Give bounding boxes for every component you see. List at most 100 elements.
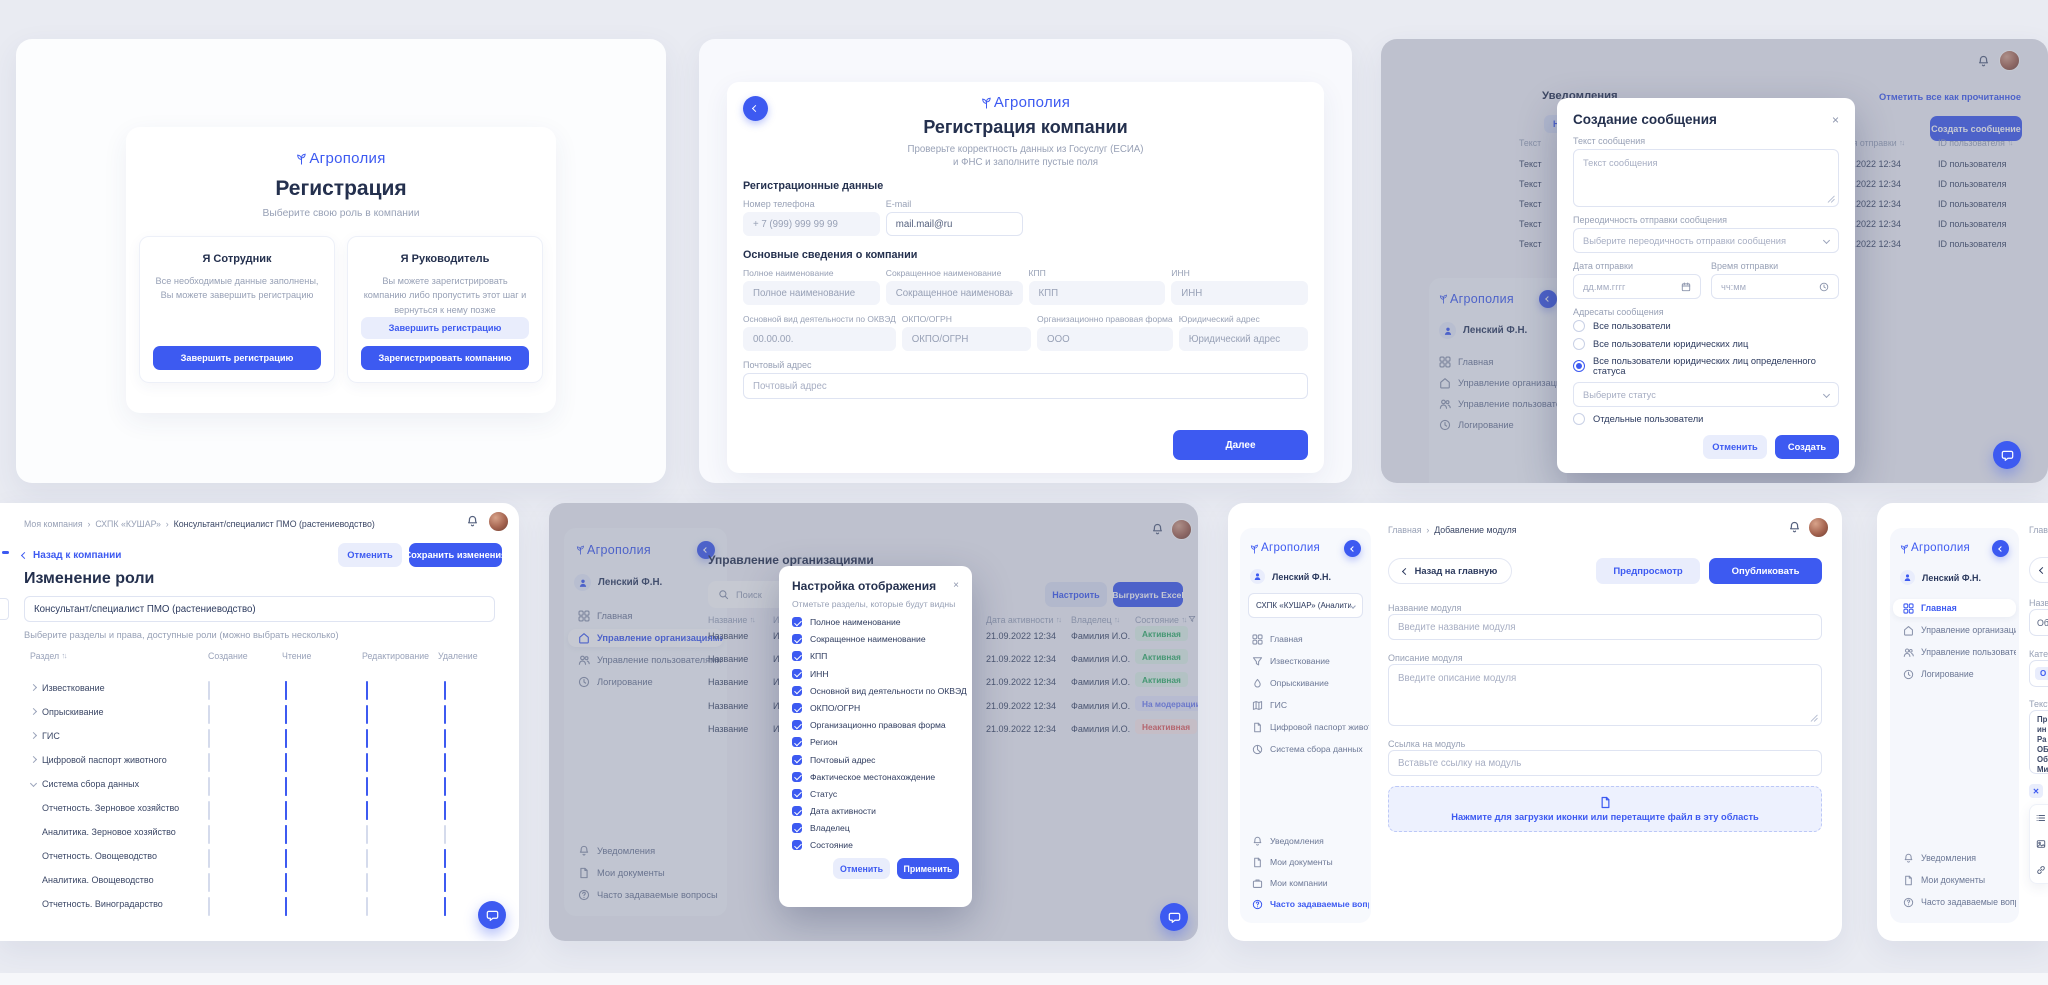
sidebar-item-notifications[interactable]: Уведомления (1893, 849, 2016, 867)
editor-image-icon[interactable] (2036, 839, 2046, 849)
display-option[interactable]: Основной вид деятельности по ОКВЭД (792, 685, 967, 696)
textarea-fragment[interactable]: Пр ин Ра ОБ Об Ми (2029, 710, 2048, 774)
checkbox-create[interactable] (208, 681, 210, 700)
sidebar-item-home[interactable]: Главная (1242, 630, 1369, 648)
table-row[interactable]: Система сбора данных (0, 774, 519, 796)
checkbox-create[interactable] (208, 825, 210, 844)
back-button[interactable] (743, 96, 768, 121)
display-option[interactable]: Сокращенное наименование (792, 634, 959, 645)
collapse-sidebar-button[interactable] (1344, 540, 1361, 557)
display-option[interactable]: ИНН (792, 668, 959, 679)
column-header-name[interactable]: Название ↑↓ (708, 615, 756, 625)
checkbox-edit[interactable] (366, 825, 368, 844)
checkbox-create[interactable] (208, 777, 210, 796)
legal-form-field[interactable] (1037, 327, 1173, 351)
checkbox-edit[interactable] (366, 873, 368, 892)
chat-fab[interactable] (1160, 903, 1188, 931)
phone-field[interactable] (743, 212, 880, 236)
column-header-section[interactable]: Раздел ↑↓ (30, 651, 67, 661)
radio-option[interactable]: Отдельные пользователи (1573, 413, 1839, 425)
checkbox-read[interactable] (285, 825, 287, 844)
full-name-field[interactable] (743, 281, 880, 305)
bell-icon[interactable] (1977, 55, 1990, 68)
display-option[interactable]: Почтовый адрес (792, 754, 959, 765)
checkbox-read[interactable] (285, 897, 287, 916)
checkbox-delete[interactable] (444, 753, 446, 772)
org-row-name[interactable]: Название (708, 631, 749, 641)
input-fragment[interactable]: Объ (2029, 609, 2048, 636)
checkbox-read[interactable] (285, 681, 287, 700)
role-card-employee[interactable]: Я Сотрудник Все необходимые данные запол… (139, 236, 335, 383)
checkbox-read[interactable] (285, 849, 287, 868)
checkbox-delete[interactable] (444, 681, 446, 700)
checkbox-create[interactable] (208, 801, 210, 820)
register-company-button[interactable]: Зарегистрировать компанию (361, 345, 529, 370)
display-option[interactable]: Владелец (792, 823, 959, 834)
table-row[interactable]: Текст (1519, 179, 1542, 189)
checkbox-edit[interactable] (366, 705, 368, 724)
message-text-area[interactable] (1573, 149, 1839, 207)
breadcrumb[interactable]: Главная › Добавление модуля (1388, 525, 1517, 535)
checkbox-delete[interactable] (444, 873, 446, 892)
checkbox-read[interactable] (285, 777, 287, 796)
radio-option[interactable]: Все пользователи юридических лиц определ… (1573, 356, 1839, 376)
sidebar-item-liming[interactable]: Известкование (1242, 652, 1369, 670)
okved-field[interactable] (743, 327, 896, 351)
sidebar-item-documents[interactable]: Мои документы (568, 864, 723, 882)
company-select[interactable]: СХПК «КУШАР» (Аналитик) (1248, 593, 1363, 618)
configure-button[interactable]: Настроить (1045, 582, 1107, 607)
column-header-owner[interactable]: Владелец ↑↓ (1071, 615, 1120, 625)
checkbox-delete[interactable] (444, 897, 446, 916)
avatar[interactable] (1171, 519, 1192, 540)
org-row-name[interactable]: Название (708, 654, 749, 664)
avatar[interactable] (488, 511, 509, 532)
sidebar-item-gis[interactable]: ГИС (1242, 696, 1369, 714)
column-header-text[interactable]: Текст (1519, 138, 1542, 148)
short-name-field[interactable] (885, 281, 1023, 305)
sidebar-item-notifications[interactable]: Уведомления (568, 842, 723, 860)
module-link-field[interactable] (1388, 750, 1822, 776)
checkbox-read[interactable] (285, 753, 287, 772)
table-row[interactable]: Отчетность. Овощеводство (0, 846, 519, 868)
role-name-field[interactable] (24, 596, 495, 622)
sidebar-item-home[interactable]: Главная (568, 607, 723, 625)
send-date-input[interactable]: дд.мм.гггг (1573, 274, 1701, 299)
apply-button[interactable]: Применить (897, 858, 959, 880)
send-time-input[interactable]: чч:мм (1711, 274, 1839, 299)
cancel-button[interactable]: Отменить (833, 858, 890, 880)
user-profile[interactable]: Ленский Ф.Н. (564, 574, 727, 591)
checkbox-edit[interactable] (366, 801, 368, 820)
column-header-date[interactable]: Дата активности ↑↓ (986, 615, 1062, 625)
category-box-fragment[interactable]: О (2029, 660, 2048, 687)
bell-icon[interactable] (466, 515, 479, 528)
cancel-button[interactable]: Отменить (1703, 435, 1767, 459)
period-select[interactable]: Выберите переодичность отправки сообщени… (1573, 228, 1839, 253)
display-option[interactable]: Статус (792, 788, 959, 799)
sidebar-item-users[interactable]: Управление пользователями (1429, 395, 1567, 413)
sidebar-item-animal-passport[interactable]: Цифровой паспорт животного (1242, 718, 1369, 736)
expand-icon[interactable] (29, 707, 38, 716)
checkbox-read[interactable] (285, 729, 287, 748)
back-link[interactable]: Назад к компании (20, 550, 121, 561)
cancel-button[interactable]: Отменить (338, 543, 402, 567)
sidebar-item-logs[interactable]: Логирование (1429, 416, 1567, 434)
checkbox-edit[interactable] (366, 897, 368, 916)
sidebar-item-documents[interactable]: Мои документы (1242, 853, 1369, 871)
checkbox-read[interactable] (285, 801, 287, 820)
table-row[interactable]: Цифровой паспорт животного (0, 750, 519, 772)
table-row[interactable]: Отчетность. Виноградарство (0, 894, 519, 916)
org-row-name[interactable]: Название (708, 724, 749, 734)
expand-icon[interactable] (29, 683, 38, 692)
sidebar-item-notifications[interactable]: Уведомления (1242, 832, 1369, 850)
checkbox-delete[interactable] (444, 705, 446, 724)
org-row-name[interactable]: Название (708, 701, 749, 711)
inn-field[interactable] (1171, 281, 1308, 305)
checkbox-edit[interactable] (366, 681, 368, 700)
display-option[interactable]: КПП (792, 651, 959, 662)
email-field[interactable] (885, 212, 1023, 236)
table-row[interactable]: Текст (1519, 159, 1542, 169)
sidebar-item-logs[interactable]: Логирование (1893, 665, 2016, 683)
export-excel-button[interactable]: Выгрузить Excel (1112, 582, 1184, 607)
create-message-button[interactable]: Создать сообщение (1930, 116, 2022, 141)
back-button[interactable]: Назад на главную (1388, 558, 1512, 584)
